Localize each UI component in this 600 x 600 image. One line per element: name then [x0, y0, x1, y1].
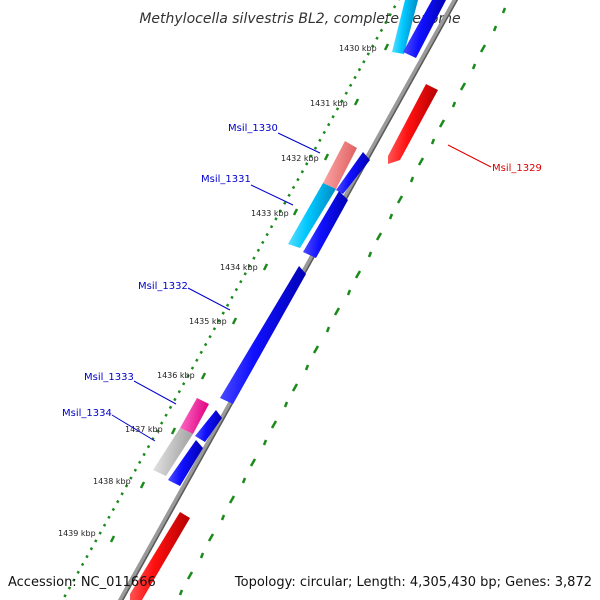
gene-msil-1333-b[interactable] [195, 410, 222, 442]
gene-label[interactable]: Msil_1329 [492, 163, 542, 174]
ruler-label: 1438 kbp [93, 477, 131, 486]
gene-msil-1332[interactable] [220, 266, 306, 404]
ruler-label: 1430 kbp [339, 44, 377, 53]
ruler-label: 1431 kbp [310, 99, 348, 108]
ruler-label: 1433 kbp [251, 209, 289, 218]
genome-summary-text: Topology: circular; Length: 4,305,430 bp… [234, 575, 592, 590]
forward-strand-genes [153, 0, 446, 486]
ruler-label: 1436 kbp [157, 371, 195, 380]
gene-msil-1330-a[interactable] [323, 141, 357, 189]
gene-msil-1333-a[interactable] [180, 398, 209, 434]
inner-tick-track [61, 0, 400, 600]
ruler-label: 1437 kbp [125, 425, 163, 434]
gene-msil-1331-b[interactable] [303, 191, 348, 258]
gene-msil-1329[interactable] [388, 84, 438, 164]
map-title: Methylocella silvestris BL2, complete ge… [139, 11, 460, 27]
ruler-label: 1435 kbp [189, 317, 227, 326]
inner-major-ticks [109, 43, 390, 543]
gene-msil-1331-a[interactable] [288, 183, 336, 248]
gene-label[interactable]: Msil_1334 [62, 408, 112, 419]
gene-msil-1334-a[interactable] [153, 428, 193, 476]
ruler-label: 1432 kbp [281, 154, 319, 163]
gene-top-cyan[interactable] [392, 0, 418, 54]
ruler-label: 1434 kbp [220, 263, 258, 272]
reverse-strand-genes [130, 84, 438, 600]
gene-labels: Msil_1330 Msil_1331 Msil_1332 Msil_1333 … [62, 123, 542, 419]
gene-top-blue[interactable] [403, 0, 446, 58]
gene-msil-1330-b[interactable] [336, 152, 370, 194]
gene-label[interactable]: Msil_1330 [228, 123, 278, 134]
gene-reverse-bottom[interactable] [130, 512, 190, 600]
accession-text: Accession: NC_011666 [8, 575, 156, 590]
outer-tick-track [178, 7, 507, 596]
label-leaders [111, 132, 492, 442]
gene-label[interactable]: Msil_1331 [201, 174, 251, 185]
gene-label[interactable]: Msil_1332 [138, 281, 188, 292]
ruler-label: 1439 kbp [58, 529, 96, 538]
ruler-labels: 1430 kbp 1431 kbp 1432 kbp 1433 kbp 1434… [58, 44, 377, 538]
gene-label[interactable]: Msil_1333 [84, 372, 134, 383]
gene-msil-1334-b[interactable] [168, 440, 203, 486]
